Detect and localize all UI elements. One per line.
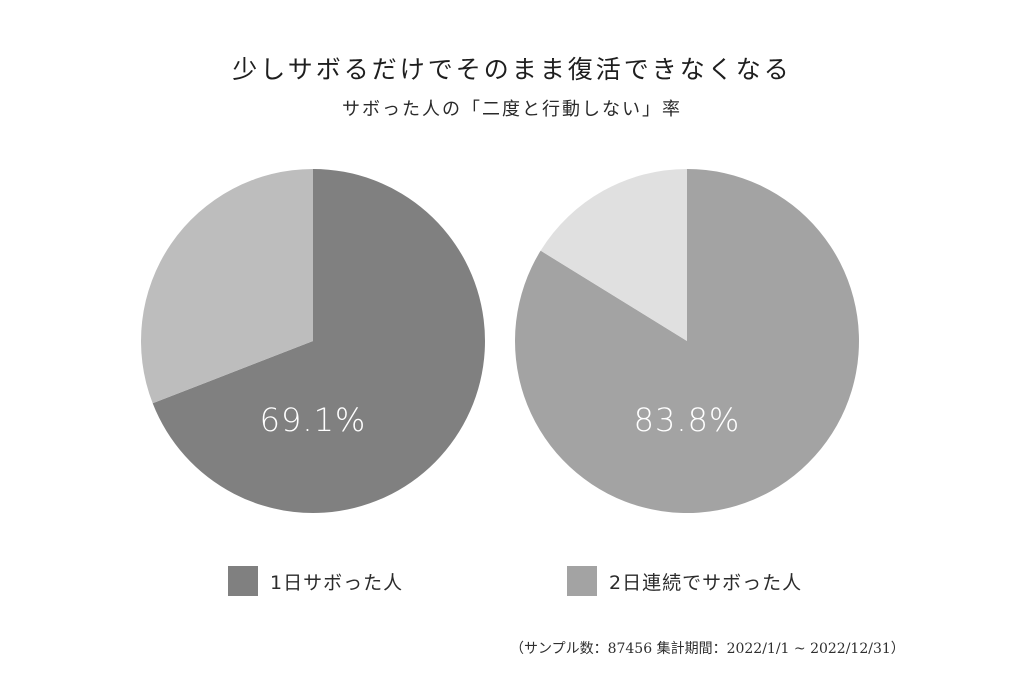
pie-2-value-label: 83.8% xyxy=(634,401,741,439)
pie-2-slice-rest xyxy=(540,169,687,341)
pie-1-slice-rest xyxy=(140,169,313,404)
legend-item-2days: 2日連続でサボった人 xyxy=(567,566,802,596)
chart-title: 少しサボるだけでそのまま復活できなくなる xyxy=(232,55,792,84)
legend-swatch-2days xyxy=(567,566,597,596)
legend-label-2days: 2日連続でサボった人 xyxy=(609,571,803,594)
pie-1-value-label: 69.1% xyxy=(260,401,367,439)
chart-subtitle: サボった人の「二度と行動しない」率 xyxy=(342,99,682,120)
legend-label-1day: 1日サボった人 xyxy=(270,571,404,594)
legend-swatch-1day xyxy=(228,566,258,596)
sample-footnote: （サンプル数：87456 集計期間：2022/1/1 ~ 2022/12/31） xyxy=(510,641,905,657)
legend-item-1day: 1日サボった人 xyxy=(228,566,403,596)
pie-1-slice-main xyxy=(152,169,485,513)
